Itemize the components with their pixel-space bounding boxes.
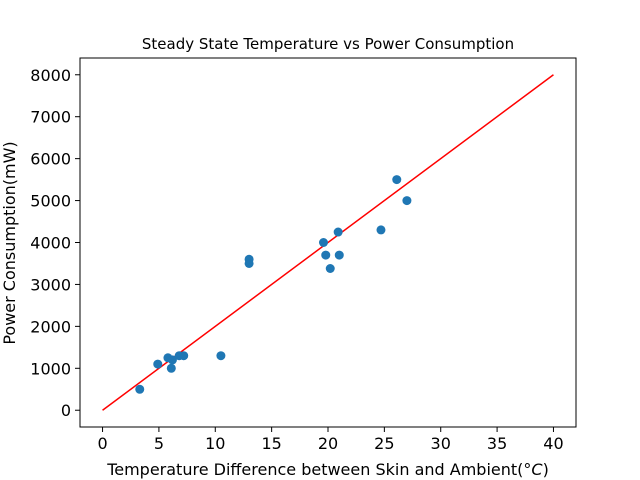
scatter-point	[179, 351, 189, 361]
y-tick-label: 0	[61, 401, 71, 420]
scatter-point	[244, 258, 254, 268]
y-tick-label: 1000	[30, 359, 71, 378]
y-tick-label: 3000	[30, 275, 71, 294]
scatter-point	[135, 384, 145, 394]
y-tick-label: 5000	[30, 192, 71, 211]
x-tick-label: 0	[97, 434, 107, 453]
scatter-point	[167, 355, 177, 365]
scatter-point	[166, 363, 176, 373]
x-tick-label: 40	[543, 434, 563, 453]
y-tick-label: 8000	[30, 66, 71, 85]
scatter-point	[392, 175, 402, 185]
x-tick-label: 5	[154, 434, 164, 453]
x-axis-label: Temperature Difference between Skin and …	[106, 460, 549, 479]
x-tick-label: 35	[487, 434, 507, 453]
scatter-point	[153, 359, 163, 369]
x-tick-label: 25	[374, 434, 394, 453]
x-tick-label: 15	[261, 434, 281, 453]
y-tick-label: 7000	[30, 108, 71, 127]
chart-title: Steady State Temperature vs Power Consum…	[142, 35, 514, 53]
scatter-point	[402, 196, 412, 206]
x-tick-label: 20	[318, 434, 338, 453]
x-tick-label: 10	[205, 434, 225, 453]
x-tick-label: 30	[431, 434, 451, 453]
y-tick-label: 6000	[30, 150, 71, 169]
scatter-point	[334, 250, 344, 260]
scatter-point	[318, 238, 328, 247]
y-tick-label: 4000	[30, 234, 71, 253]
x-axis-label-unit: °C	[523, 460, 543, 479]
scatter-point	[376, 225, 386, 235]
y-tick-label: 2000	[30, 317, 71, 336]
plot-area: 0 5 10 15 20 25 30 35 40 0 1000 2000 3000 4000 5000 600…	[30, 57, 577, 453]
y-axis-label: Power Consumption(mW)	[0, 141, 19, 344]
x-axis-label-close: )	[543, 460, 549, 479]
scatter-point	[216, 351, 226, 361]
scatter-point	[333, 227, 343, 237]
x-axis-label-main: Temperature Difference between Skin and …	[106, 460, 523, 479]
scatter-point	[321, 250, 331, 260]
scatter-point	[325, 264, 335, 273]
